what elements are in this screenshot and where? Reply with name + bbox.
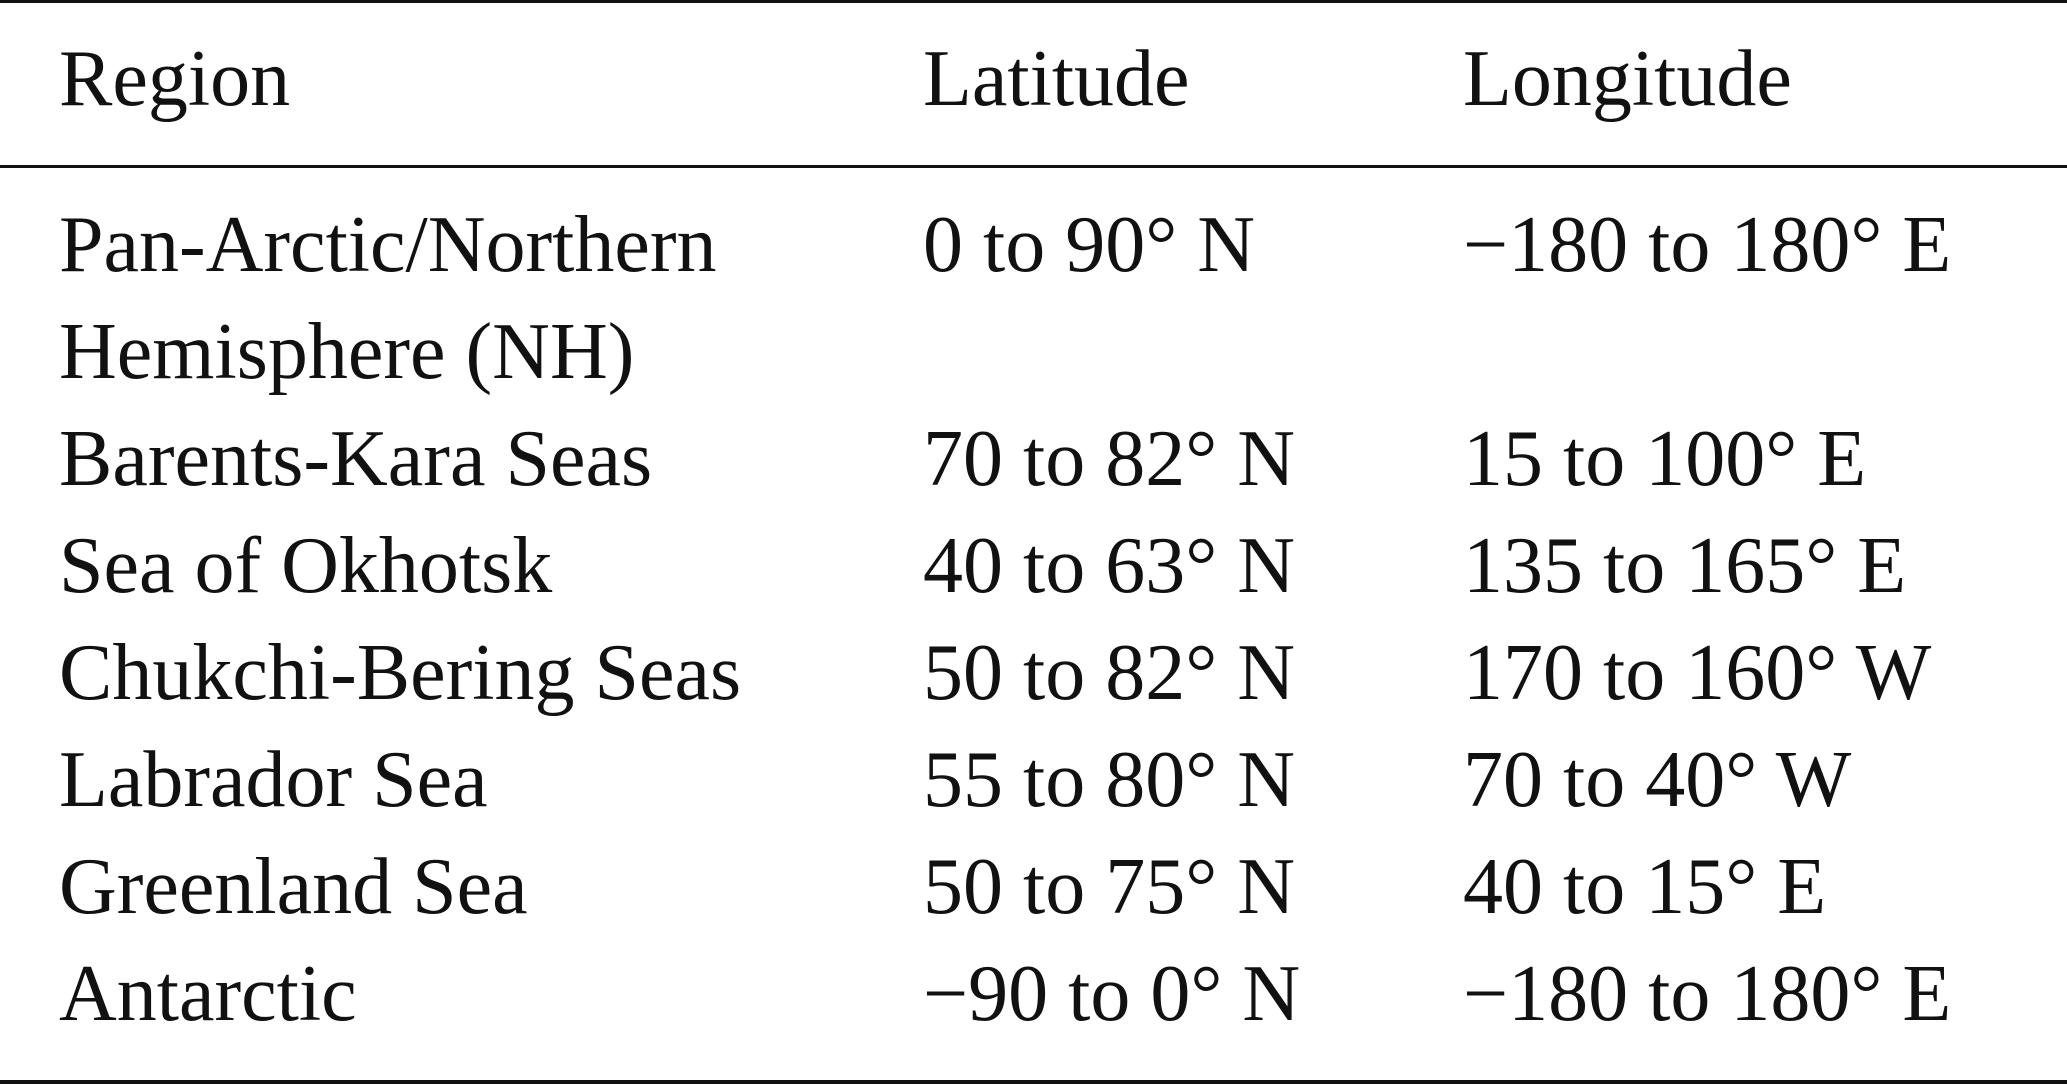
table-cell: Chukchi-Bering Seas xyxy=(59,629,742,717)
table-cell: Pan-Arctic/Northern Hemisphere (NH) xyxy=(59,201,717,396)
top-rule xyxy=(0,0,2067,3)
header-cell: Latitude xyxy=(923,35,1190,123)
table-cell: 55 to 80° N xyxy=(923,736,1295,824)
table-cell: 70 to 40° W xyxy=(1463,736,1852,824)
table-cell: −180 to 180° E xyxy=(1463,201,1952,289)
table-cell: 0 to 90° N xyxy=(923,201,1255,289)
table-cell: 40 to 15° E xyxy=(1463,843,1827,931)
header-cell: Region xyxy=(59,35,291,123)
table-cell: 15 to 100° E xyxy=(1463,415,1867,503)
header-cell: Longitude xyxy=(1463,35,1792,123)
table-cell: Sea of Okhotsk xyxy=(59,522,553,610)
table-cell: Barents-Kara Seas xyxy=(59,415,653,503)
table-cell: Greenland Sea xyxy=(59,843,528,931)
table-cell: Labrador Sea xyxy=(59,736,488,824)
table-cell: Antarctic xyxy=(59,950,357,1038)
table-cell: −90 to 0° N xyxy=(923,950,1301,1038)
table-cell: −180 to 180° E xyxy=(1463,950,1952,1038)
table-cell: 50 to 75° N xyxy=(923,843,1295,931)
header-rule xyxy=(0,165,2067,168)
table-cell: 135 to 165° E xyxy=(1463,522,1907,610)
table-cell: 70 to 82° N xyxy=(923,415,1295,503)
bottom-rule xyxy=(0,1080,2067,1084)
table-cell: 50 to 82° N xyxy=(923,629,1295,717)
table-cell: 40 to 63° N xyxy=(923,522,1295,610)
table-cell: 170 to 160° W xyxy=(1463,629,1932,717)
